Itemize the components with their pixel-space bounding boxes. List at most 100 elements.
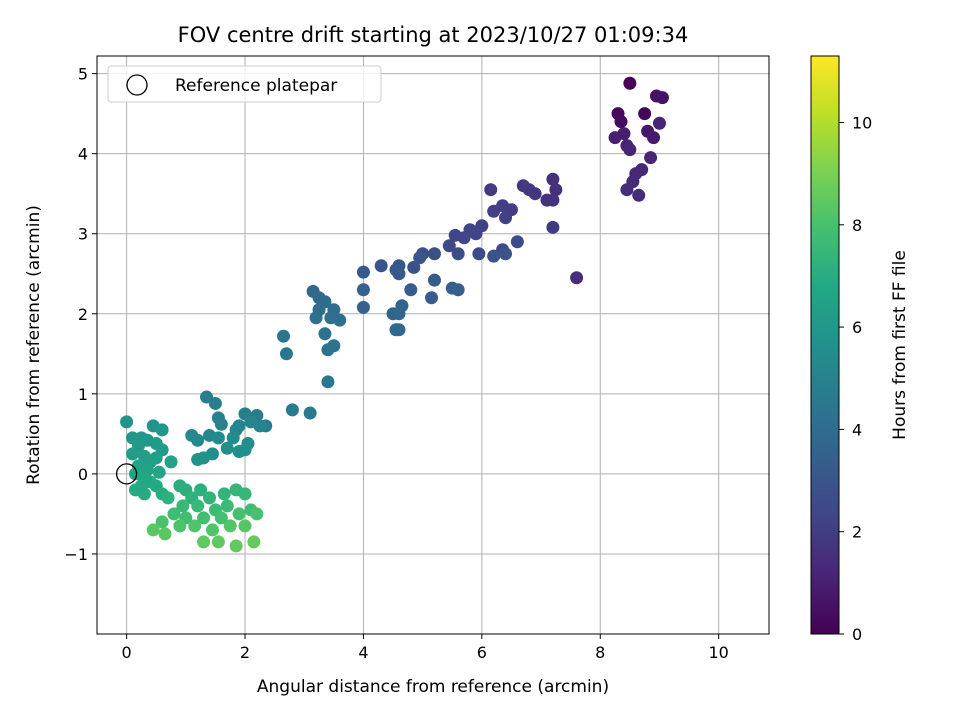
data-point (392, 307, 406, 321)
data-point (188, 519, 202, 533)
data-point (155, 515, 169, 529)
y-tick-label: −1 (64, 545, 88, 564)
data-point (623, 143, 637, 157)
data-point (238, 487, 252, 501)
data-point (202, 491, 216, 505)
data-point (155, 423, 169, 437)
data-point (226, 431, 240, 445)
data-point (427, 247, 441, 261)
colorbar-tick-label: 4 (852, 420, 862, 439)
data-point (392, 267, 406, 281)
x-axis-label: Angular distance from reference (arcmin) (257, 677, 609, 697)
data-point (191, 499, 205, 513)
data-point (510, 235, 524, 249)
y-tick-label: 1 (78, 385, 88, 404)
data-point (220, 499, 234, 513)
data-point (442, 239, 456, 253)
data-point (214, 511, 228, 525)
x-tick-label: 8 (595, 643, 605, 662)
data-point (472, 247, 486, 261)
colorbar-tick-label: 10 (852, 113, 872, 132)
data-point (425, 291, 439, 305)
data-point (540, 193, 554, 207)
data-points (120, 76, 669, 553)
data-point (451, 247, 465, 261)
data-point (546, 220, 560, 234)
data-point (211, 535, 225, 549)
data-point (546, 172, 560, 186)
data-point (356, 300, 370, 314)
data-point (318, 327, 332, 341)
data-point (652, 116, 666, 130)
data-point (205, 523, 219, 537)
x-tick-label: 10 (708, 643, 728, 662)
data-point (303, 406, 317, 420)
y-tick-label: 2 (78, 305, 88, 324)
data-point (279, 347, 293, 361)
data-point (137, 487, 151, 501)
chart-title: FOV centre drift starting at 2023/10/27 … (178, 23, 689, 47)
x-tick-label: 6 (477, 643, 487, 662)
data-point (277, 329, 291, 343)
data-point (356, 283, 370, 297)
colorbar-tick-label: 2 (852, 523, 862, 542)
data-point (427, 273, 441, 287)
data-point (484, 183, 498, 197)
data-point (614, 115, 628, 129)
data-point (197, 535, 211, 549)
y-tick-label: 0 (78, 465, 88, 484)
data-point (499, 247, 513, 261)
data-point (217, 487, 231, 501)
legend-marker-icon (126, 74, 148, 96)
data-point (220, 441, 234, 455)
data-point (655, 91, 669, 105)
data-point (389, 323, 403, 337)
data-point (374, 259, 388, 273)
data-point (223, 519, 237, 533)
x-tick-label: 4 (358, 643, 368, 662)
data-point (176, 499, 190, 513)
data-point (238, 443, 252, 457)
data-point (285, 403, 299, 417)
data-point (126, 447, 140, 461)
data-point (247, 535, 261, 549)
data-point (164, 455, 178, 469)
data-point (499, 211, 513, 225)
data-point (549, 183, 563, 197)
data-point (570, 271, 584, 285)
colorbar-tick-label: 0 (852, 625, 862, 644)
data-point (250, 507, 264, 521)
x-tick-label: 0 (122, 643, 132, 662)
data-point (309, 311, 323, 325)
data-point (404, 283, 418, 297)
data-point (487, 249, 501, 263)
data-point (413, 251, 427, 265)
data-point (120, 415, 134, 429)
y-axis-ticks: −1 0 1 2 3 4 5 (64, 65, 97, 564)
data-point (321, 343, 335, 357)
data-point (214, 417, 228, 431)
y-tick-label: 5 (78, 65, 88, 84)
data-point (152, 465, 166, 479)
data-point (632, 188, 646, 202)
data-point (253, 419, 267, 433)
reference-platepar-marker (115, 463, 138, 485)
data-point (211, 431, 225, 445)
data-point (407, 260, 421, 274)
grid-lines (97, 56, 769, 634)
data-point (191, 433, 205, 447)
colorbar-tick-label: 8 (852, 216, 862, 235)
data-point (356, 265, 370, 279)
data-point (516, 179, 530, 193)
data-point (161, 491, 175, 505)
x-axis-ticks: 0 2 4 6 8 10 (122, 634, 729, 662)
data-point (238, 519, 252, 533)
data-point (324, 311, 338, 325)
y-axis-label: Rotation from reference (arcmin) (24, 205, 44, 485)
y-tick-label: 4 (78, 145, 88, 164)
data-point (197, 511, 211, 525)
data-point (647, 131, 661, 145)
colorbar-gradient (810, 55, 840, 635)
plot-frame (96, 55, 770, 635)
